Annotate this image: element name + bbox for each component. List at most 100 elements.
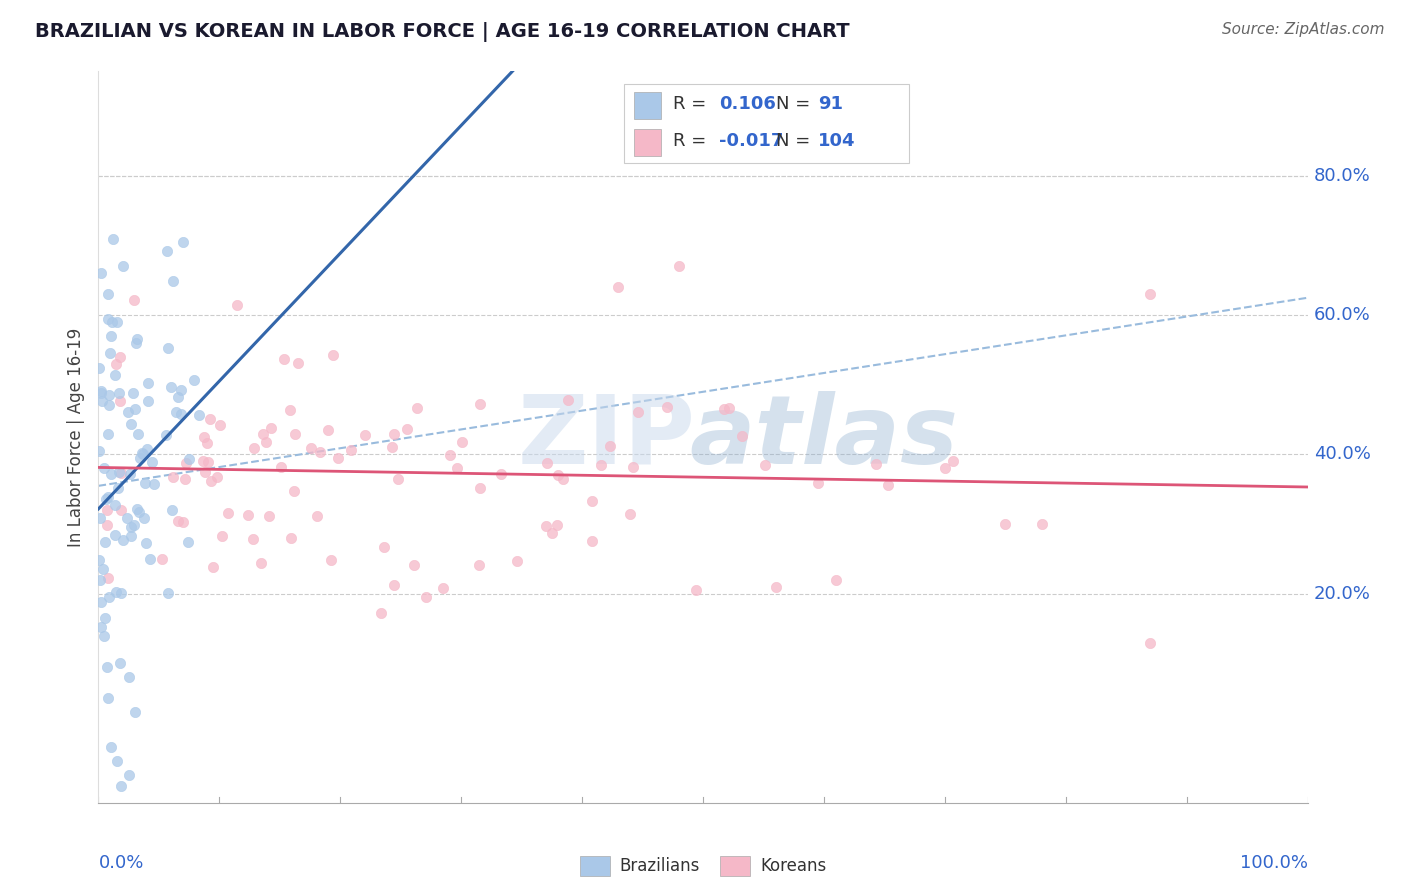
Point	[138, 393, 160, 408]
Point	[353, 428, 375, 442]
Point	[93, 460, 115, 475]
Point	[718, 401, 741, 415]
Point	[174, 455, 197, 469]
Point	[242, 533, 264, 547]
Point	[157, 586, 180, 600]
Point	[94, 611, 117, 625]
Point	[128, 505, 150, 519]
Point	[278, 402, 301, 417]
Point	[226, 298, 249, 312]
Point	[557, 393, 579, 408]
Text: -0.017: -0.017	[718, 132, 783, 151]
Point	[807, 475, 830, 490]
Point	[156, 244, 179, 259]
Point	[97, 287, 120, 301]
Point	[284, 427, 307, 442]
Point	[825, 573, 848, 587]
Point	[166, 390, 188, 404]
Point	[90, 595, 112, 609]
Point	[91, 562, 114, 576]
Point	[90, 266, 112, 280]
Point	[626, 405, 648, 419]
Point	[111, 533, 134, 548]
Point	[131, 446, 153, 460]
Point	[91, 393, 114, 408]
Point	[115, 511, 138, 525]
Point	[432, 582, 454, 596]
Point	[136, 442, 159, 457]
Point	[127, 501, 149, 516]
Point	[283, 484, 305, 499]
Point	[309, 445, 332, 459]
Point	[489, 467, 512, 481]
Point	[89, 553, 111, 567]
Y-axis label: In Labor Force | Age 16-19: In Labor Force | Age 16-19	[66, 327, 84, 547]
Point	[90, 385, 112, 400]
Point	[765, 580, 787, 594]
Point	[193, 430, 215, 444]
Point	[547, 517, 569, 532]
Point	[541, 526, 564, 541]
Point	[100, 467, 122, 482]
Point	[252, 426, 274, 441]
Point	[90, 620, 112, 634]
Point	[621, 459, 644, 474]
Point	[170, 383, 193, 397]
Point	[177, 451, 200, 466]
Point	[1031, 517, 1053, 532]
Point	[942, 453, 965, 467]
Point	[208, 418, 231, 433]
Point	[108, 465, 131, 479]
Point	[120, 417, 142, 431]
Point	[89, 510, 111, 524]
Point	[396, 422, 419, 436]
Point	[104, 528, 127, 542]
Point	[165, 404, 187, 418]
Point	[122, 385, 145, 400]
Point	[581, 493, 603, 508]
Text: 104: 104	[818, 132, 855, 151]
Point	[754, 458, 776, 473]
Point	[205, 470, 228, 484]
Point	[322, 348, 344, 362]
Point	[607, 280, 630, 294]
Point	[97, 691, 120, 706]
Point	[132, 511, 155, 525]
Point	[243, 442, 266, 456]
Point	[110, 780, 132, 794]
Point	[98, 345, 121, 359]
Text: 40.0%: 40.0%	[1313, 445, 1371, 464]
Point	[97, 490, 120, 504]
Point	[1139, 287, 1161, 301]
Point	[877, 477, 900, 491]
Point	[382, 578, 405, 592]
Point	[270, 459, 292, 474]
Legend: Brazilians, Koreans: Brazilians, Koreans	[574, 850, 832, 882]
Point	[170, 408, 193, 422]
Text: 60.0%: 60.0%	[1313, 306, 1371, 324]
Point	[668, 260, 690, 274]
Point	[111, 260, 134, 274]
Point	[90, 384, 112, 399]
Point	[439, 449, 461, 463]
Point	[134, 476, 156, 491]
Point	[94, 492, 117, 507]
Point	[96, 503, 118, 517]
Point	[160, 380, 183, 394]
Point	[451, 434, 474, 449]
Point	[191, 453, 214, 467]
Text: 80.0%: 80.0%	[1313, 167, 1371, 185]
Point	[174, 472, 197, 486]
Point	[305, 509, 328, 524]
Point	[105, 584, 128, 599]
Bar	[634, 92, 661, 120]
Point	[87, 361, 110, 376]
Text: R =: R =	[673, 132, 711, 151]
Point	[97, 398, 120, 412]
Point	[110, 502, 132, 516]
Text: Source: ZipAtlas.com: Source: ZipAtlas.com	[1222, 22, 1385, 37]
Point	[250, 556, 273, 570]
Point	[110, 393, 132, 408]
Point	[655, 401, 678, 415]
Point	[551, 472, 574, 486]
